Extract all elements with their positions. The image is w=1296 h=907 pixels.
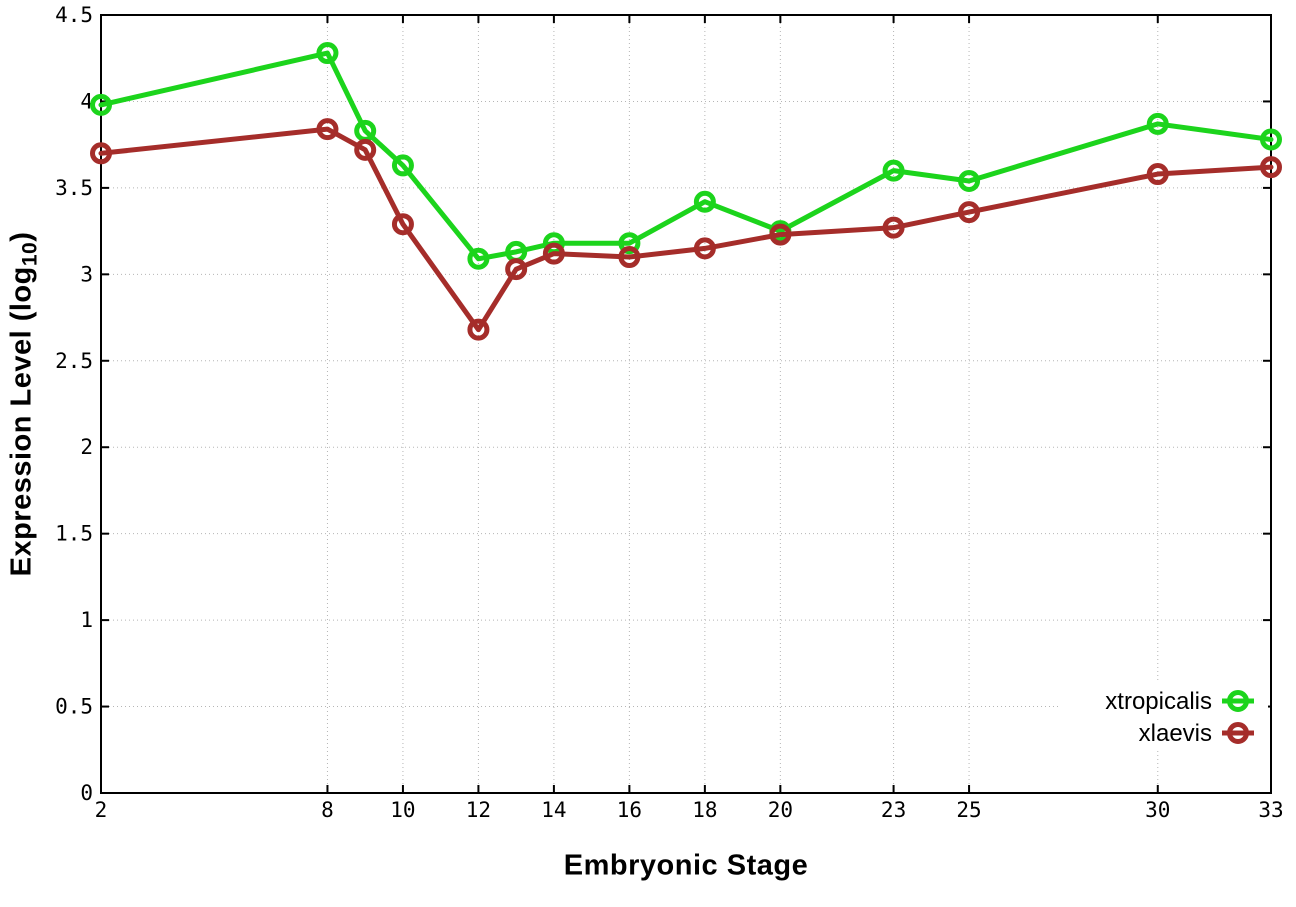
- data-point-xlaevis: [1260, 156, 1282, 179]
- data-point-xtropicalis: [958, 169, 981, 192]
- series-line-xtropicalis: [98, 50, 1274, 262]
- x-tick-label: 2: [95, 798, 108, 822]
- data-point-xlaevis: [316, 118, 339, 141]
- data-point-xtropicalis: [316, 42, 339, 65]
- x-tick-label: 18: [692, 798, 717, 822]
- y-tick-label: 3: [80, 262, 93, 286]
- legend-marker-xtropicalis: [1227, 690, 1249, 712]
- y-tick-label: 1.5: [55, 522, 93, 546]
- x-axis-label: Embryonic Stage: [563, 849, 809, 882]
- x-tick-label: 30: [1145, 798, 1170, 822]
- x-tick-label: 8: [321, 798, 334, 822]
- x-tick-label: 10: [390, 798, 415, 822]
- y-axis-label-close: ): [5, 231, 38, 242]
- y-axis-label: Expression Level (log10): [6, 232, 43, 577]
- legend-marker-xlaevis: [1227, 722, 1249, 744]
- plot-border: [100, 14, 1272, 794]
- x-tick-label: 14: [541, 798, 566, 822]
- data-point-xlaevis: [1146, 163, 1169, 186]
- series-line-xlaevis: [98, 126, 1274, 333]
- x-tick-label: 16: [617, 798, 642, 822]
- y-axis-label-text: Expression Level (log: [5, 266, 38, 577]
- y-tick-label: 2: [80, 435, 93, 459]
- data-point-xlaevis: [958, 201, 981, 224]
- y-axis-label-subscript: 10: [18, 241, 42, 267]
- x-tick-label: 25: [956, 798, 981, 822]
- data-point-xlaevis: [693, 237, 716, 260]
- y-tick-label: 3.5: [55, 176, 93, 200]
- y-tick-label: 1: [80, 608, 93, 632]
- x-tick-label: 20: [768, 798, 793, 822]
- data-point-xlaevis: [354, 138, 377, 161]
- y-tick-label: 0.5: [55, 695, 93, 719]
- y-tick-label: 0: [80, 781, 93, 805]
- data-point-xtropicalis: [467, 247, 490, 270]
- data-point-xtropicalis: [693, 190, 716, 213]
- data-point-xlaevis: [90, 142, 112, 165]
- x-tick-label: 12: [466, 798, 491, 822]
- data-point-xtropicalis: [618, 232, 641, 255]
- data-point-xlaevis: [505, 258, 528, 281]
- y-tick-label: 4: [80, 89, 93, 113]
- data-point-xtropicalis: [1146, 112, 1169, 135]
- data-point-xlaevis: [882, 216, 905, 239]
- y-tick-label: 4.5: [55, 3, 93, 27]
- data-point-xlaevis: [618, 246, 641, 269]
- data-point-xtropicalis: [1260, 128, 1282, 151]
- data-point-xtropicalis: [391, 154, 414, 177]
- data-point-xtropicalis: [90, 93, 112, 116]
- legend-label-xtropicalis: xtropicalis: [1105, 688, 1212, 715]
- legend-label-xlaevis: xlaevis: [1139, 720, 1212, 747]
- data-point-xlaevis: [391, 213, 414, 236]
- data-point-xtropicalis: [882, 159, 905, 182]
- data-point-xlaevis: [769, 223, 792, 246]
- data-point-xlaevis: [542, 242, 565, 265]
- x-tick-label: 33: [1258, 798, 1283, 822]
- data-point-xlaevis: [467, 318, 490, 341]
- y-tick-label: 2.5: [55, 349, 93, 373]
- x-tick-label: 23: [881, 798, 906, 822]
